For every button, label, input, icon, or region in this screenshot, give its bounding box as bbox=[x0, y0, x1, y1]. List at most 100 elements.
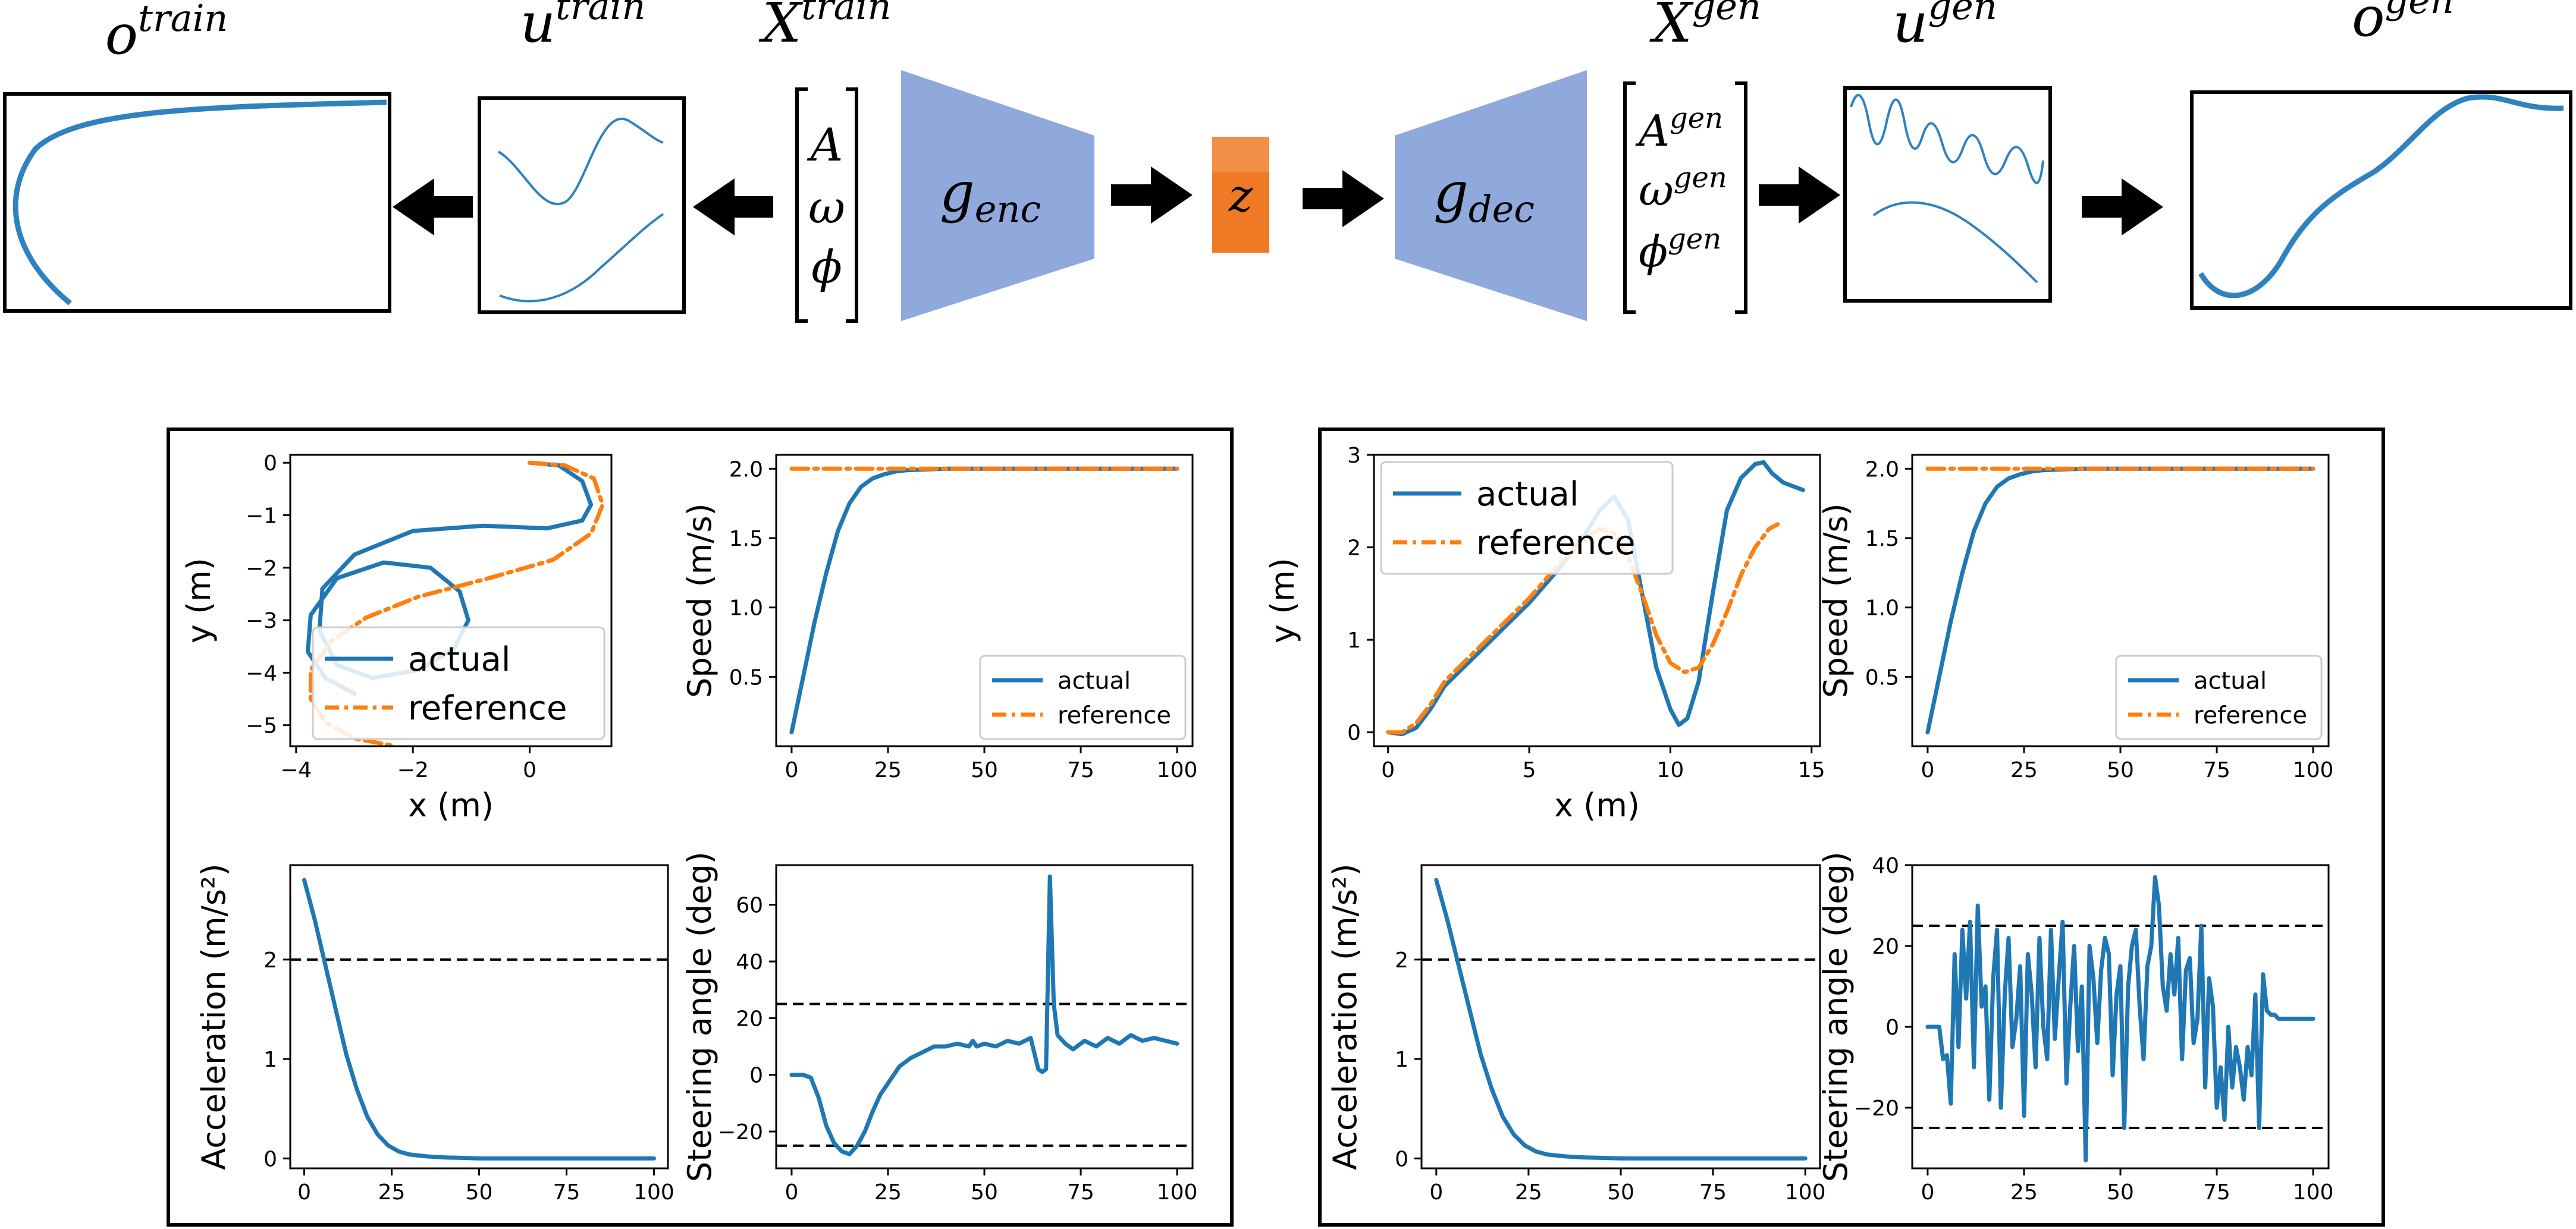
steering-series-actual bbox=[789, 874, 1179, 1156]
box-o-train bbox=[3, 92, 391, 313]
panel-left-acceleration-chart: 0 25 50 75 100 0 1 2 Acceleration (m/s²) bbox=[195, 863, 674, 1205]
latent-label: z bbox=[1228, 169, 1253, 222]
curve-u-train-2 bbox=[499, 213, 664, 303]
speed-xtick-label-2: 50 bbox=[2107, 758, 2134, 782]
param-gen-a: Agen bbox=[1635, 102, 1723, 156]
decoder-block: gdec bbox=[1395, 70, 1587, 321]
acceleration-xtick-label-0: 0 bbox=[1429, 1180, 1443, 1205]
label-x-gen: Xgen bbox=[1649, 0, 1761, 55]
acceleration-ytick-label-2: 2 bbox=[1395, 948, 1408, 973]
trajectory-xtick-label-2: 0 bbox=[523, 758, 536, 782]
acceleration-series-actual bbox=[302, 878, 656, 1161]
trajectory-ytick-label-1: −1 bbox=[246, 504, 277, 529]
panel-right-frame bbox=[1318, 428, 2385, 1227]
speed-xtick-label-3: 75 bbox=[1067, 758, 1094, 782]
trajectory-legend-box bbox=[312, 626, 605, 740]
trajectory-xtick-label-0: 0 bbox=[1381, 758, 1395, 782]
panel-right-speed-chart: 0 25 50 75 100 0.5 1.0 1.5 2.0 Speed (m/s) actual r… bbox=[1817, 454, 2333, 782]
encoder-trapezoid bbox=[901, 70, 1094, 321]
label-o-train: otrain bbox=[105, 0, 228, 67]
speed-ytick-label-1: 1.0 bbox=[1865, 596, 1899, 621]
panel-right-acceleration-chart: 0 25 50 75 100 0 1 2 Acceleration (m/s²) bbox=[1326, 863, 1826, 1205]
arrow-z-to-dec bbox=[1303, 170, 1384, 227]
steering-xtick-label-4: 100 bbox=[1157, 1180, 1198, 1205]
acceleration-xtick-label-2: 50 bbox=[1607, 1180, 1634, 1205]
speed-ytick-label-3: 2.0 bbox=[729, 457, 763, 482]
arrow-xgen-to-ugen bbox=[1759, 166, 1840, 224]
encoder-label: genc bbox=[940, 161, 1041, 231]
trajectory-xlabel: x (m) bbox=[1554, 787, 1640, 824]
panel-left-trajectory-chart: −4 −2 00−1−2−3−4−5x (m)y (m)actualreferenc… bbox=[180, 451, 613, 824]
speed-ytick-label-0: 0.5 bbox=[1865, 665, 1899, 690]
arrow-to-u-train bbox=[693, 178, 773, 235]
steering-ytick-label-1: 0 bbox=[749, 1064, 763, 1088]
steering-xtick-label-2: 50 bbox=[2107, 1180, 2134, 1205]
steering-ytick-label-2: 20 bbox=[736, 1007, 763, 1031]
trajectory-legend-label-reference: reference bbox=[1476, 524, 1635, 562]
steering-xtick-label-1: 25 bbox=[874, 1180, 902, 1205]
arrow-enc-to-z bbox=[1111, 166, 1193, 224]
trajectory-ylabel: y (m) bbox=[1264, 558, 1301, 643]
acceleration-xtick-label-0: 0 bbox=[297, 1180, 311, 1205]
trajectory-ytick-label-2: 2 bbox=[1347, 536, 1361, 561]
acceleration-xtick-label-2: 50 bbox=[466, 1180, 493, 1205]
steering-ylabel: Steering angle (deg) bbox=[1817, 851, 1855, 1182]
steering-xtick-label-3: 75 bbox=[1067, 1180, 1094, 1205]
trajectory-xtick-label-1: 5 bbox=[1523, 758, 1536, 782]
box-o-gen bbox=[2190, 90, 2572, 310]
trajectory-ytick-label-2: −2 bbox=[246, 557, 277, 581]
bracket-x-gen-left bbox=[1623, 81, 1636, 314]
param-train-phi: ϕ bbox=[811, 240, 842, 293]
steering-series-actual bbox=[1925, 875, 2315, 1162]
trajectory-legend-label-actual: actual bbox=[1476, 475, 1579, 514]
trajectory-legend-label-reference: reference bbox=[408, 689, 567, 728]
param-gen-omega: ωgen bbox=[1639, 161, 1727, 215]
steering-ytick-label-3: 40 bbox=[736, 950, 763, 975]
speed-xtick-label-0: 0 bbox=[785, 758, 798, 782]
trajectory-ytick-label-3: 3 bbox=[1347, 444, 1361, 468]
pipeline-diagram: otrain utrain Xtrain A ω ϕ genc bbox=[3, 0, 2572, 323]
decoder-label: gdec bbox=[1433, 161, 1535, 231]
speed-xtick-label-0: 0 bbox=[1921, 758, 1934, 782]
trajectory-ytick-label-0: 0 bbox=[1347, 721, 1361, 746]
trajectory-plot-frame bbox=[1373, 454, 1821, 747]
trajectory-xtick-label-0: −4 bbox=[280, 758, 312, 782]
acceleration-ytick-label-0: 0 bbox=[1395, 1147, 1408, 1171]
acceleration-ylabel: Acceleration (m/s²) bbox=[195, 863, 233, 1170]
latent-block: z bbox=[1212, 137, 1269, 253]
acceleration-xtick-label-4: 100 bbox=[1785, 1180, 1826, 1205]
panel-right-trajectory-chart: 0 5 10 15 0 1 2 3 x (m) y (m) actual reference bbox=[1264, 444, 1825, 824]
curve-u-gen-1 bbox=[1850, 94, 2044, 184]
param-train-omega: ω bbox=[808, 181, 845, 234]
steering-ytick-label-0: −20 bbox=[1854, 1096, 1899, 1121]
acceleration-series-actual bbox=[1434, 878, 1808, 1161]
panel-right-steering-chart: 0 25 50 75 100 −20 0 20 40 Steering angle (deg) bbox=[1817, 851, 2333, 1205]
steering-plot-frame bbox=[775, 864, 1194, 1170]
speed-xtick-label-1: 25 bbox=[874, 758, 902, 782]
trajectory-plot-frame bbox=[289, 454, 613, 747]
panel-left-speed-chart: 0 25 50 75 100 0.5 1.0 1.5 2.0 Speed (m/s) actual r… bbox=[681, 454, 1197, 782]
speed-xtick-label-2: 50 bbox=[971, 758, 998, 782]
speed-legend-label-actual: actual bbox=[1058, 667, 1131, 694]
acceleration-ytick-label-2: 2 bbox=[263, 948, 277, 973]
steering-ytick-label-0: −20 bbox=[718, 1120, 763, 1145]
speed-ylabel: Speed (m/s) bbox=[681, 503, 718, 698]
steering-ylabel: Steering angle (deg) bbox=[681, 851, 718, 1182]
speed-xtick-label-1: 25 bbox=[2010, 758, 2038, 782]
acceleration-ytick-label-0: 0 bbox=[263, 1147, 277, 1171]
panel-left-frame bbox=[167, 428, 1234, 1227]
acceleration-plot-frame bbox=[1420, 864, 1821, 1170]
steering-xtick-label-2: 50 bbox=[971, 1180, 998, 1205]
speed-ytick-label-2: 1.5 bbox=[729, 527, 763, 551]
acceleration-xtick-label-1: 25 bbox=[1515, 1180, 1542, 1205]
encoder-block: genc bbox=[901, 70, 1094, 321]
steering-xtick-label-1: 25 bbox=[2010, 1180, 2038, 1205]
speed-xtick-label-3: 75 bbox=[2203, 758, 2230, 782]
param-train-a: A bbox=[807, 118, 843, 171]
steering-ytick-label-1: 0 bbox=[1885, 1016, 1899, 1040]
trajectory-ytick-label-0: 0 bbox=[263, 451, 277, 476]
speed-legend-box bbox=[979, 655, 1187, 740]
trajectory-ytick-label-4: −4 bbox=[246, 661, 277, 686]
label-u-train: utrain bbox=[520, 0, 646, 55]
